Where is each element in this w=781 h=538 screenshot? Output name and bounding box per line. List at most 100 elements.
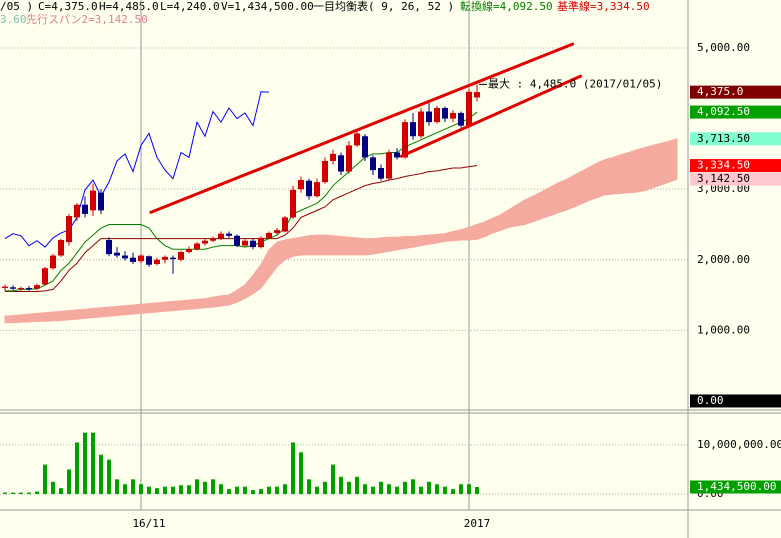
volume-bar (307, 479, 311, 495)
y-tick-label: 10,000,000.00 (697, 438, 781, 451)
candle-body (42, 268, 48, 285)
candle-body (458, 112, 464, 126)
volume-bar (83, 432, 87, 495)
trendline (149, 42, 575, 215)
candle-body (186, 249, 192, 253)
candle-body (154, 259, 160, 265)
header-text: 基準線=3,334.50 (557, 0, 650, 13)
volume-bar (467, 484, 471, 495)
volume-bar (363, 484, 367, 495)
kumo-cloud (4, 138, 678, 324)
candle-body (394, 152, 400, 158)
candle-body (90, 190, 96, 211)
candle-body (34, 285, 40, 289)
volume-bar (371, 486, 375, 495)
candle-body (322, 160, 328, 183)
header-text: L=4,240.0 (160, 0, 220, 13)
volume-bar (459, 484, 463, 495)
header-text: C=4,375.0 (38, 0, 98, 13)
candle-body (122, 255, 128, 259)
volume-bar (443, 486, 447, 495)
volume-bar (379, 481, 383, 495)
annotation: 最大 : 4,485.0 (2017/01/05) (488, 76, 662, 90)
candle-body (2, 286, 8, 289)
volume-bar (411, 479, 415, 495)
volume-bar (131, 479, 135, 495)
header-text: 一目均衡表( 9, 26, 52 ) (313, 0, 454, 13)
volume-bar (267, 486, 271, 495)
candle-body (74, 204, 80, 218)
volume-bar (123, 484, 127, 495)
volume-bar (99, 454, 103, 495)
volume-bar (211, 479, 215, 495)
volume-bar (91, 432, 95, 495)
candle-body (442, 108, 448, 119)
candle-body (410, 122, 416, 137)
volume-bar (427, 481, 431, 495)
price-marker (690, 480, 781, 494)
volume-bar (331, 464, 335, 495)
volume-bar (283, 484, 287, 495)
volume-bar (275, 486, 279, 495)
candle-body (434, 108, 440, 123)
header-text: V=1,434,500.00 (221, 0, 314, 13)
candle-body (338, 155, 344, 172)
price-marker (690, 394, 781, 408)
volume-bar (11, 492, 15, 495)
candle-body (178, 252, 184, 260)
volume-bar (51, 481, 55, 495)
volume-bar (451, 489, 455, 495)
candle-body (18, 288, 24, 290)
price-marker (690, 105, 781, 119)
y-tick-label: 1,000.00 (697, 323, 750, 336)
volume-bar (227, 489, 231, 495)
volume-bar (43, 464, 47, 495)
candle-body (210, 238, 216, 241)
candle-body (50, 255, 56, 269)
candle-body (218, 233, 224, 239)
volume-bar (187, 485, 191, 495)
candle-body (466, 91, 472, 126)
candle-body (474, 92, 480, 98)
candle-body (290, 189, 296, 218)
price-marker (690, 159, 781, 173)
volume-bar (323, 481, 327, 495)
header-text: 転換線=4,092.50 (460, 0, 553, 13)
volume-bar (219, 484, 223, 495)
volume-bar (3, 492, 7, 495)
volume-bar (59, 488, 63, 495)
candle-body (250, 240, 256, 248)
candle-body (426, 111, 432, 123)
candle-body (346, 145, 352, 172)
volume-bar (203, 481, 207, 495)
candle-body (58, 240, 64, 256)
candle-body (130, 257, 136, 262)
header-text: 先行スパン2=3,142.50 (26, 13, 148, 26)
x-tick-label: 16/11 (132, 517, 165, 530)
candle-body (10, 287, 16, 289)
price-marker-label: 0.00 (697, 394, 724, 407)
candle-body (418, 111, 424, 137)
kijun-line (5, 165, 478, 293)
volume-bar (147, 486, 151, 495)
price-marker-label: 1,434,500.00 (697, 480, 776, 493)
candle-body (114, 252, 120, 256)
volume-bar (475, 487, 479, 495)
x-tick-label: 2017 (464, 517, 491, 530)
volume-bar (299, 452, 303, 495)
price-marker (690, 85, 781, 99)
candle-body (234, 235, 240, 246)
candle-body (306, 180, 312, 197)
candle-body (162, 256, 168, 260)
volume-bar (291, 442, 295, 495)
candle-body (170, 257, 176, 260)
candle-body (402, 122, 408, 158)
volume-bar (179, 485, 183, 495)
candle-body (82, 204, 88, 214)
candle-body (362, 136, 368, 158)
y-tick-label: 5,000.00 (697, 41, 750, 54)
volume-bar (339, 476, 343, 495)
volume-bar (107, 459, 111, 495)
candle-body (298, 180, 304, 190)
